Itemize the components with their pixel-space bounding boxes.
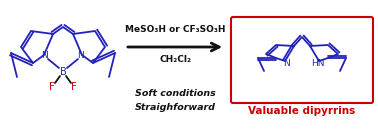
Text: Soft conditions: Soft conditions [135, 90, 215, 99]
Text: Straighforward: Straighforward [135, 103, 215, 111]
Text: N: N [77, 51, 84, 61]
Text: Valuable dipyrrins: Valuable dipyrrins [248, 106, 356, 116]
Text: HN: HN [311, 59, 325, 68]
Text: MeSO₃H or CF₃SO₃H: MeSO₃H or CF₃SO₃H [125, 25, 225, 34]
FancyBboxPatch shape [231, 17, 373, 103]
Text: N: N [283, 59, 290, 68]
Text: F: F [71, 82, 77, 92]
Text: N: N [42, 51, 48, 61]
Text: B: B [60, 67, 67, 77]
Text: F: F [49, 82, 55, 92]
Text: CH₂Cl₂: CH₂Cl₂ [159, 55, 191, 64]
